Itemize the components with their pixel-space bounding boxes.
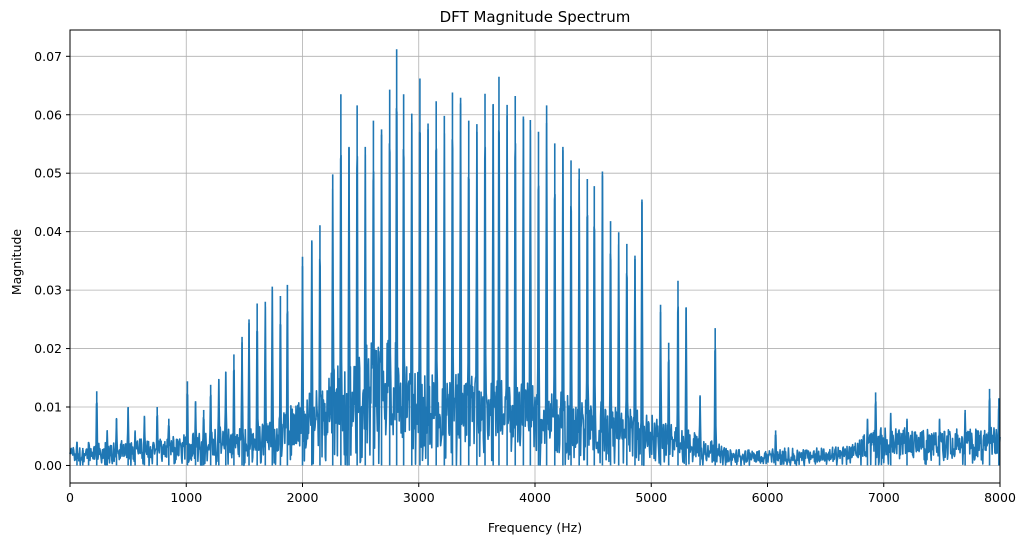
y-tick-label: 0.02	[34, 341, 62, 356]
y-tick-label: 0.03	[34, 283, 62, 298]
y-axis-label: Magnitude	[9, 229, 24, 296]
x-tick-label: 8000	[984, 490, 1016, 505]
y-tick-label: 0.04	[34, 224, 62, 239]
y-tick-label: 0.06	[34, 107, 62, 122]
x-tick-label: 2000	[287, 490, 319, 505]
y-tick-label: 0.05	[34, 166, 62, 181]
chart-title: DFT Magnitude Spectrum	[440, 8, 631, 26]
axes: 0 1000 2000 3000 4000 5000 6000 7000 8000 0.00 0.0…	[34, 29, 1016, 505]
series-spectrum	[69, 49, 1001, 467]
y-tick-label: 0.00	[34, 458, 62, 473]
x-tick-label: 6000	[752, 490, 784, 505]
x-tick-label: 1000	[170, 490, 202, 505]
x-tick-label: 0	[66, 490, 74, 505]
y-tick-label: 0.07	[34, 49, 62, 64]
y-tick-label: 0.01	[34, 400, 62, 415]
x-tick-label: 3000	[403, 490, 435, 505]
x-tick-label: 5000	[635, 490, 667, 505]
x-tick-label: 7000	[868, 490, 900, 505]
x-tick-label: 4000	[519, 490, 551, 505]
x-axis-label: Frequency (Hz)	[488, 520, 582, 535]
